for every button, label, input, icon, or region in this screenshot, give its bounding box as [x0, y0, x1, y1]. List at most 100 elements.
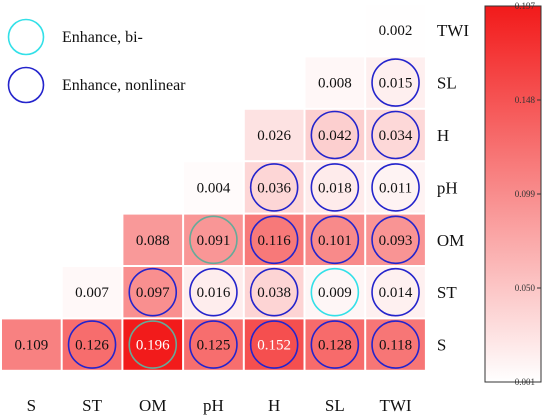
cell-rect	[62, 319, 122, 370]
cell-rect	[366, 57, 425, 108]
cell-rect	[366, 109, 425, 161]
heatmap-cell: 0.196	[123, 319, 183, 370]
heatmap-cell: 0.091	[184, 214, 243, 265]
cell-value-label: 0.038	[257, 285, 291, 301]
cell-value-label: 0.014	[379, 285, 413, 301]
heatmap-cell: 0.009	[305, 267, 365, 318]
row-label: SL	[437, 74, 457, 93]
cell-value-label: 0.016	[197, 285, 231, 301]
heatmap-cell: 0.088	[123, 214, 183, 265]
cell-rect	[305, 162, 365, 213]
cell-value-label: 0.042	[318, 128, 352, 144]
heatmap-cell: 0.008	[305, 57, 365, 108]
cell-rect	[366, 5, 425, 56]
cell-value-label: 0.152	[257, 338, 291, 354]
cell-rect	[2, 319, 61, 370]
interaction-circle-nonlinear	[371, 215, 420, 265]
cell-rect	[244, 214, 304, 265]
cell-value-label: 0.125	[197, 338, 231, 354]
heatmap-cell: 0.128	[305, 319, 365, 370]
cell-rect	[62, 267, 122, 318]
cell-value-label: 0.018	[318, 180, 352, 196]
cell-rect	[184, 162, 243, 213]
interaction-circle-nonlinear	[249, 215, 299, 265]
interaction-circle-nonlinear	[189, 320, 238, 369]
cell-value-label: 0.034	[379, 128, 413, 144]
cell-rect	[366, 162, 425, 213]
cell-value-label: 0.007	[75, 285, 109, 301]
heatmap-cells: 0.002 0.008 0.015 0.026 0.042 0.034 0.004 0.036…	[2, 5, 425, 370]
cell-rect	[244, 109, 304, 161]
cell-value-label: 0.036	[257, 180, 291, 196]
cell-rect	[123, 267, 183, 318]
heatmap-cell: 0.097	[123, 267, 183, 318]
cell-value-label: 0.116	[258, 233, 292, 249]
legend-label: Enhance, bi-	[62, 29, 143, 46]
interaction-circle-bi	[189, 215, 238, 265]
row-label: S	[437, 336, 446, 355]
cell-value-label: 0.097	[136, 285, 170, 301]
cell-value-label: 0.091	[197, 233, 231, 249]
cell-rect	[305, 214, 365, 265]
cell-value-label: 0.118	[379, 338, 412, 354]
heatmap-cell: 0.026	[244, 109, 304, 161]
heatmap-cell: 0.014	[366, 267, 425, 318]
column-label: SL	[325, 396, 345, 415]
heatmap-cell: 0.007	[62, 267, 122, 318]
heatmap-cell: 0.101	[305, 214, 365, 265]
interaction-circle-bi	[128, 320, 178, 369]
interaction-circle-nonlinear	[310, 163, 360, 212]
cell-value-label: 0.126	[75, 338, 109, 354]
cell-rect	[184, 319, 243, 370]
heatmap-cell: 0.118	[366, 319, 425, 370]
heatmap-cell: 0.109	[2, 319, 61, 370]
column-label: OM	[139, 396, 166, 415]
cell-value-label: 0.004	[197, 180, 231, 196]
heatmap-cell: 0.125	[184, 319, 243, 370]
cell-value-label: 0.009	[318, 285, 352, 301]
heatmap-cell: 0.002	[366, 5, 425, 56]
cell-rect	[305, 319, 365, 370]
interaction-circle-nonlinear	[371, 110, 420, 160]
interaction-circle-nonlinear	[128, 267, 178, 317]
heatmap-cell: 0.042	[305, 109, 365, 161]
cell-rect	[305, 267, 365, 318]
colorbar-tick-label: 0.001	[515, 377, 535, 387]
row-label: OM	[437, 231, 464, 250]
cell-value-label: 0.088	[136, 233, 170, 249]
column-label: S	[27, 396, 36, 415]
heatmap-cell: 0.011	[366, 162, 425, 213]
cell-value-label: 0.196	[136, 338, 170, 354]
interaction-circle-nonlinear	[310, 320, 360, 369]
column-label: H	[268, 396, 280, 415]
cell-rect	[123, 214, 183, 265]
heatmap-cell: 0.004	[184, 162, 243, 213]
cell-value-label: 0.002	[379, 23, 413, 39]
heatmap-cell: 0.116	[244, 214, 304, 265]
column-label: pH	[203, 396, 224, 415]
heatmap-cell: 0.015	[366, 57, 425, 108]
heatmap-cell: 0.093	[366, 214, 425, 265]
row-label: H	[437, 126, 449, 145]
heatmap-cell: 0.016	[184, 267, 243, 318]
interaction-circle-nonlinear	[371, 163, 420, 212]
interaction-circle-nonlinear	[371, 58, 420, 107]
interaction-circle-nonlinear	[249, 163, 299, 212]
heatmap-cell: 0.036	[244, 162, 304, 213]
cell-value-label: 0.101	[318, 233, 352, 249]
cell-rect	[366, 267, 425, 318]
interaction-circle-nonlinear	[310, 110, 360, 160]
cell-value-label: 0.128	[318, 338, 352, 354]
row-label: ST	[437, 283, 457, 302]
interaction-circle-nonlinear	[67, 320, 117, 369]
heatmap-cell: 0.152	[244, 319, 304, 370]
cell-value-label: 0.026	[257, 128, 291, 144]
colorbar-tick-label: 0.197	[515, 1, 536, 11]
cell-rect	[184, 214, 243, 265]
row-labels: TWI SL HpH OM ST S	[437, 21, 469, 354]
heatmap-cell: 0.038	[244, 267, 304, 318]
row-label: pH	[437, 178, 458, 197]
cell-rect	[244, 162, 304, 213]
cell-value-label: 0.109	[14, 338, 48, 354]
